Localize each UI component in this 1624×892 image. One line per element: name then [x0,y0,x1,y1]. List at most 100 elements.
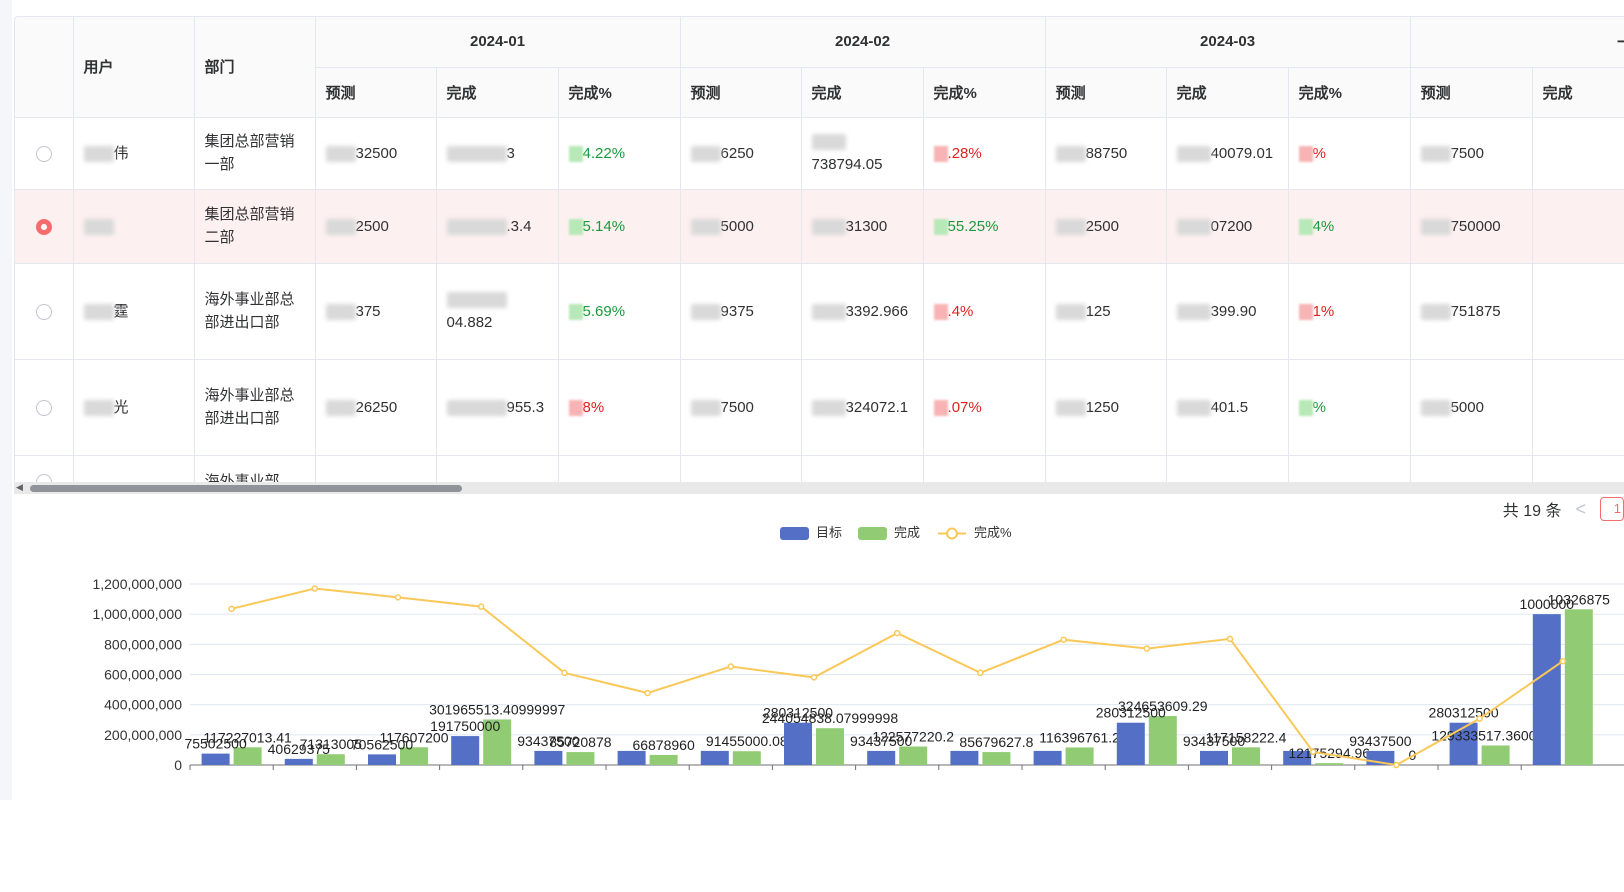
forecast-value: 26250 [355,398,398,416]
forecast-value: 125 [1085,302,1111,320]
forecast-value: 5000 [1450,398,1484,416]
table-row[interactable]: 海外事业部 [15,455,1624,483]
redacted-blur [811,218,846,235]
row-radio[interactable] [35,218,52,235]
legend-marker-done-pct [946,527,958,540]
bar-done [316,754,345,765]
line-point [1143,645,1151,652]
month-header-2024-02: 2024-02 [680,17,1046,68]
row-select-cell[interactable] [15,455,74,483]
done-pct-value: % [1312,398,1326,416]
row-select-cell[interactable] [15,263,74,360]
bar-target-label: 40629375 [268,741,331,757]
done-pct-value: 4.22% [582,144,626,162]
y-tick-label: 800,000,000 [104,636,182,652]
redacted-blur [811,303,846,320]
empty-cell [1166,455,1289,483]
bar-done [732,751,761,765]
redacted-blur [933,218,948,235]
forecast-cell: 2500 [315,189,437,264]
row-radio[interactable] [35,303,52,320]
done-pct-cell: 5.69% [558,263,681,360]
done-value: 738794.05 [811,156,883,173]
forecast-value: 7500 [720,398,754,416]
redacted-blur [1176,399,1211,416]
scrollbar-thumb[interactable] [30,485,462,492]
bar-target-label: 1000000 [1520,596,1575,612]
done-cell: 955.3 [436,359,559,456]
forecast-cell: 5000 [1410,359,1533,456]
pagination-prev-icon[interactable]: < [1575,498,1586,519]
bar-done-label: 117607200 [379,729,448,745]
forecast-value: 7500 [1450,144,1484,162]
row-select-cell[interactable] [15,359,74,456]
redacted-blur [83,399,114,416]
legend-label: 目标 [816,525,842,540]
done-pct-cell: .4% [923,263,1046,360]
subheader-done-pct: 完成% [923,67,1046,118]
done-pct-value: 4% [1312,217,1335,235]
dept-column-header: 部门 [194,17,316,118]
row-radio[interactable] [35,145,52,162]
table-row[interactable]: 霆 海外事业部总部进出口部 375 04.882 5.69% 9375 3392.966 .4… [15,263,1624,360]
redacted-blur [1420,399,1451,416]
subheader-done: 完成 [1532,67,1624,118]
row-select-cell[interactable] [15,189,74,264]
subheader-done: 完成 [1166,67,1289,118]
line-point [1309,748,1317,756]
y-tick-label: 1,000,000,000 [92,606,182,622]
redacted-blur [568,303,583,320]
done-cell [1532,263,1624,360]
row-select-cell[interactable] [15,117,74,190]
done-cell: 401.5 [1166,359,1289,456]
row-radio[interactable] [35,473,52,483]
redacted-blur [1420,303,1451,320]
forecast-cell: 6250 [680,117,802,190]
redacted-blur [446,218,507,235]
done-value: 40079.01 [1210,144,1274,162]
legend-label: 完成% [974,525,1012,540]
done-value: 3392.966 [845,302,909,320]
bar-target [617,750,646,765]
redacted-blur [933,399,948,416]
month-header-q1: 一季 [1410,17,1624,68]
redacted-blur [446,292,507,309]
empty-cell [1410,455,1533,483]
forecast-value: 5000 [720,217,754,235]
bar-done-label: 91455000.08 [706,733,788,749]
bar-target [1532,614,1561,765]
redacted-blur [325,145,356,162]
table-row[interactable]: 伟 集团总部营销一部 32500 3 4.22% 6250 738794.05 .28% 887… [15,117,1624,190]
bar-target-label: 70562500 [351,736,414,752]
bar-target [867,750,896,765]
table-row[interactable]: 集团总部营销二部 2500 .3.4 5.14% 5000 31300 55.25% 2500… [15,189,1624,264]
dept-cell: 集团总部营销一部 [194,117,316,190]
bar-target [368,754,396,765]
forecast-value: 751875 [1450,302,1501,320]
bar-target [201,753,230,765]
bar-target-label: 93437500 [1183,733,1246,749]
done-pct-value: 55.25% [947,217,999,235]
subheader-done-pct: 完成% [558,67,681,118]
subheader-forecast: 预测 [680,67,802,118]
forecast-cell: 7500 [1410,117,1533,190]
bar-done-label: 244054838.07999998 [762,710,898,726]
done-value: 399.90 [1210,302,1257,320]
forecast-cell: 751875 [1410,263,1533,360]
done-pct-value: 5.14% [582,217,626,235]
bar-done-label: 66878960 [632,737,695,753]
legend-label: 完成 [894,525,920,540]
row-radio[interactable] [35,399,52,416]
bar-done-label: 117227013.41 [203,729,292,745]
redacted-blur [1420,145,1451,162]
y-tick-label: 400,000,000 [104,697,182,713]
done-pct-value: 1% [1312,302,1335,320]
horizontal-scrollbar[interactable]: ◀ [14,482,1624,494]
user-name-fragment: 光 [113,398,129,416]
table-row[interactable]: 光 海外事业部总部进出口部 26250 955.3 8% 7500 324072.1 .07%… [15,359,1624,456]
scroll-left-icon[interactable]: ◀ [16,482,23,492]
user-cell: 伟 [73,117,195,190]
bar-target [1449,722,1478,765]
redacted-blur [690,399,721,416]
done-pct-cell: % [1288,117,1411,190]
